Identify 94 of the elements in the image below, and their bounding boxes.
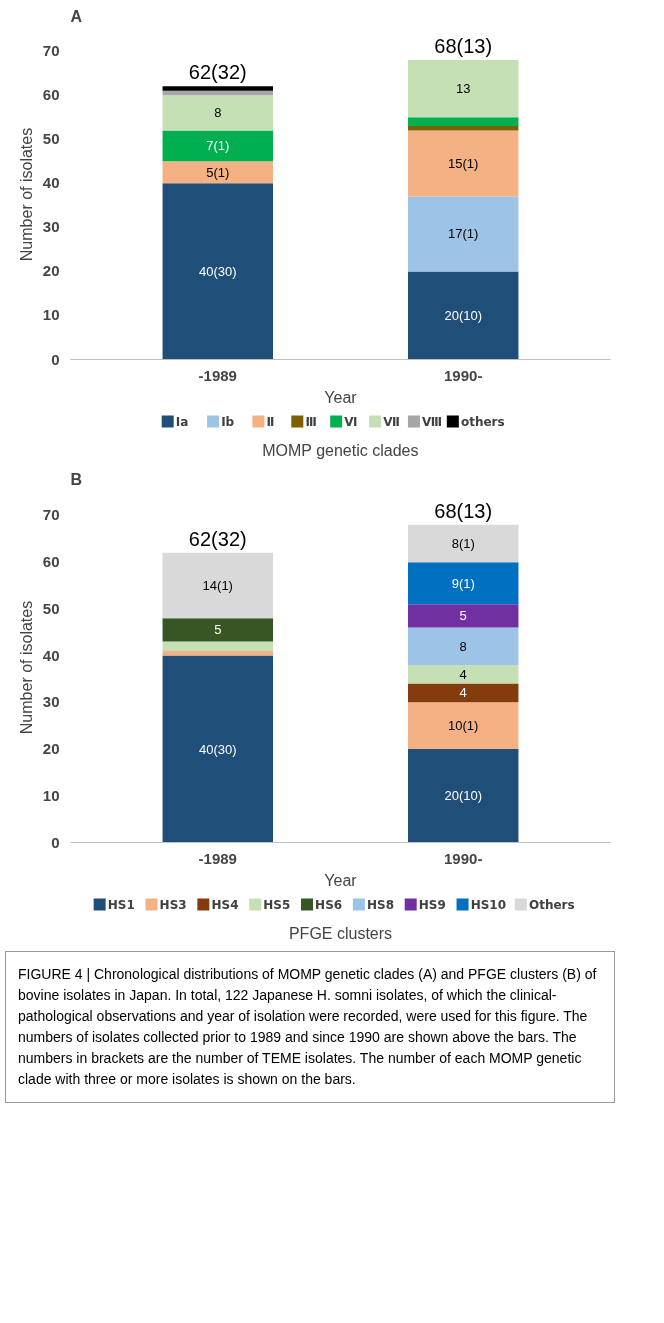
y-tick-label: 40 <box>42 646 60 664</box>
data-label: 20(10) <box>444 788 483 804</box>
data-label: 8 <box>214 105 222 121</box>
x-tick-label: 1990- <box>444 366 483 384</box>
bar <box>162 641 273 651</box>
x-tick-label: -1989 <box>198 849 237 867</box>
bar <box>408 271 519 360</box>
legend-title: MOMP genetic clades <box>262 441 419 459</box>
x-tick-label: -1989 <box>198 366 237 384</box>
legend-label: HS1 <box>107 897 135 912</box>
data-label: 17(1) <box>448 226 479 242</box>
y-tick-label: 20 <box>42 262 60 280</box>
legend-label: Ⅲ <box>305 414 317 429</box>
y-tick-label: 10 <box>42 306 60 324</box>
bar <box>162 552 273 619</box>
data-label: 40(30) <box>198 741 237 757</box>
bar <box>162 655 273 843</box>
chart-title: A <box>70 7 83 25</box>
legend-label: HS6 <box>315 897 343 912</box>
total-label: 68(13) <box>434 499 493 522</box>
bar <box>162 90 273 96</box>
legend-label: Ⅷ <box>422 414 443 429</box>
legend-label: Others <box>528 897 575 912</box>
bar <box>162 650 273 656</box>
data-label: 15(1) <box>448 155 479 171</box>
y-tick-label: 10 <box>42 786 60 804</box>
data-label: 9(1) <box>451 575 475 591</box>
data-label: 20(10) <box>444 307 483 323</box>
chart-title: B <box>70 470 83 488</box>
bar <box>162 618 273 642</box>
bar <box>408 562 519 605</box>
data-label: 4 <box>459 666 467 682</box>
bar <box>408 196 519 272</box>
legend-label: HS10 <box>470 897 507 912</box>
data-label: 5 <box>459 608 467 624</box>
x-axis-title: Year <box>324 871 358 889</box>
legend-label: HS3 <box>159 897 187 912</box>
y-tick-label: 30 <box>42 218 60 236</box>
data-label: 13 <box>456 81 471 97</box>
bar <box>408 749 519 843</box>
bar <box>408 664 519 684</box>
total-label: 62(32) <box>188 527 247 550</box>
y-tick-label: 60 <box>42 553 60 571</box>
y-tick-label: 20 <box>42 740 60 758</box>
data-label: 5(1) <box>206 164 230 180</box>
legend-label: HS4 <box>211 897 239 912</box>
legend-label: HS8 <box>366 897 395 912</box>
legend-label: HS5 <box>263 897 291 912</box>
data-label: 8 <box>459 638 467 654</box>
y-tick-label: 0 <box>51 350 60 368</box>
bar <box>408 117 519 126</box>
data-label: 10(1) <box>448 718 479 734</box>
bar <box>162 161 273 184</box>
legend-label: HS9 <box>418 897 446 912</box>
x-axis-title: Year <box>324 388 358 406</box>
bar <box>162 183 273 360</box>
data-label: 14(1) <box>202 577 233 593</box>
legend-label: Ⅰa <box>175 414 189 429</box>
bar <box>408 604 519 628</box>
y-tick-label: 50 <box>42 130 60 148</box>
x-tick-label: 1990- <box>444 849 483 867</box>
legend-label: Ⅵ <box>344 414 358 429</box>
bar <box>162 95 273 131</box>
caption: FIGURE 4 | Chronological distributions of MOMP genetic clades (A) and PFGE clusters (B) of bovine isolates in Japan. In total, 122 Japanese H. somni isolates, of which the clinical-pathological observations and year of isolation were recorded, were used for this figure. The numbers of isolates collected prior to 1989 and since 1990 are shown above the bars. The numbers in brackets are the number of TEME isolates. The number of each MOMP genetic clade with three or more isolates is shown on the bars. <box>5 951 615 1103</box>
bar <box>408 130 519 197</box>
legend-label: Ⅶ <box>383 414 400 429</box>
legend-title: PFGE clusters <box>288 924 393 942</box>
bar <box>408 627 519 665</box>
bar <box>408 702 519 750</box>
legend-label: Ⅱ <box>266 414 275 429</box>
legend-label: others <box>460 414 505 429</box>
bar <box>162 130 273 162</box>
bar <box>408 59 519 118</box>
total-label: 62(32) <box>188 61 247 84</box>
data-label: 5 <box>214 622 222 638</box>
y-tick-label: 70 <box>42 42 60 60</box>
bar <box>408 683 519 703</box>
y-tick-label: 50 <box>42 599 60 617</box>
data-label: 7(1) <box>206 138 230 154</box>
total-label: 68(13) <box>434 34 493 57</box>
data-label: 4 <box>459 685 467 701</box>
y-axis-title: Number of isolates <box>17 127 35 262</box>
y-tick-label: 30 <box>42 693 60 711</box>
bar <box>408 125 519 131</box>
legend-label: Ⅰb <box>221 414 235 429</box>
y-tick-label: 70 <box>42 506 60 524</box>
y-axis-title: Number of isolates <box>17 600 35 735</box>
data-label: 8(1) <box>451 535 475 551</box>
y-tick-label: 0 <box>51 833 60 851</box>
bar <box>408 524 519 563</box>
y-tick-label: 60 <box>42 86 60 104</box>
bar <box>162 86 273 91</box>
y-tick-label: 40 <box>42 174 60 192</box>
data-label: 40(30) <box>198 263 237 279</box>
